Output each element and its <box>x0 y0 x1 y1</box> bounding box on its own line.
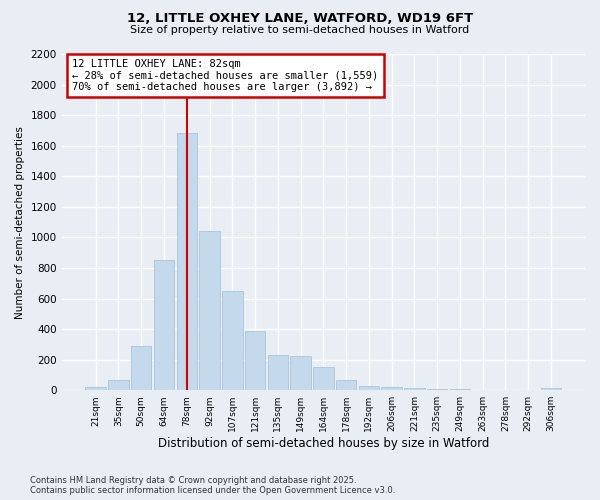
Text: Contains HM Land Registry data © Crown copyright and database right 2025.
Contai: Contains HM Land Registry data © Crown c… <box>30 476 395 495</box>
Bar <box>382 387 402 390</box>
Bar <box>176 134 197 390</box>
Bar <box>154 260 174 390</box>
Bar <box>131 346 151 390</box>
Text: Size of property relative to semi-detached houses in Watford: Size of property relative to semi-detach… <box>130 25 470 35</box>
Bar <box>359 386 379 390</box>
Bar <box>268 355 288 390</box>
Bar <box>290 356 311 390</box>
Text: 12 LITTLE OXHEY LANE: 82sqm
← 28% of semi-detached houses are smaller (1,559)
70: 12 LITTLE OXHEY LANE: 82sqm ← 28% of sem… <box>72 59 379 92</box>
Bar <box>245 330 265 390</box>
X-axis label: Distribution of semi-detached houses by size in Watford: Distribution of semi-detached houses by … <box>158 437 489 450</box>
Bar <box>199 232 220 390</box>
Y-axis label: Number of semi-detached properties: Number of semi-detached properties <box>15 126 25 318</box>
Bar <box>222 291 242 390</box>
Bar <box>541 388 561 390</box>
Bar <box>336 380 356 390</box>
Bar <box>404 388 425 390</box>
Text: 12, LITTLE OXHEY LANE, WATFORD, WD19 6FT: 12, LITTLE OXHEY LANE, WATFORD, WD19 6FT <box>127 12 473 26</box>
Bar <box>427 388 448 390</box>
Bar <box>108 380 129 390</box>
Bar <box>313 368 334 390</box>
Bar <box>85 387 106 390</box>
